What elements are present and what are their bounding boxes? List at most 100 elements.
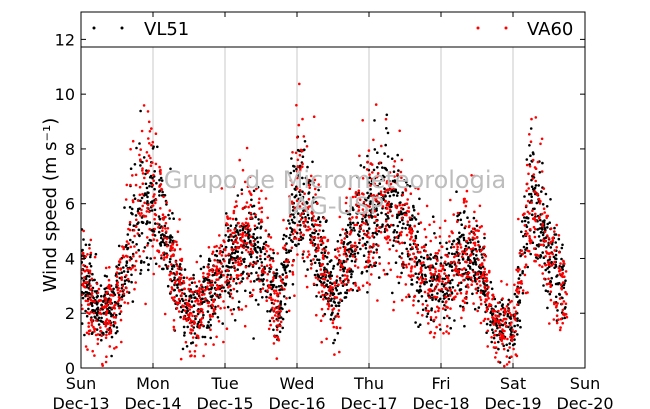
data-point: [128, 205, 132, 209]
data-point: [337, 250, 340, 253]
data-point: [413, 295, 416, 299]
data-point: [324, 275, 327, 279]
data-point: [540, 137, 544, 141]
data-point: [508, 342, 512, 345]
data-point: [370, 177, 374, 181]
data-point: [149, 174, 153, 178]
data-point: [553, 230, 556, 233]
data-point: [199, 267, 203, 271]
data-point: [158, 242, 162, 245]
data-point: [430, 283, 434, 286]
data-point: [260, 269, 264, 273]
data-point: [519, 325, 522, 329]
data-point: [382, 198, 385, 201]
data-point: [545, 245, 548, 249]
data-point: [184, 309, 187, 313]
data-point: [337, 283, 340, 287]
data-point: [209, 328, 212, 332]
data-point: [165, 201, 168, 204]
data-point: [266, 255, 270, 259]
data-point: [514, 330, 517, 333]
data-point: [134, 259, 138, 263]
data-point: [518, 268, 521, 271]
data-point: [249, 239, 252, 243]
data-point: [81, 228, 84, 231]
data-point: [237, 260, 240, 264]
data-point: [474, 260, 477, 264]
data-point: [225, 327, 229, 331]
data-point: [560, 274, 564, 278]
data-point: [370, 179, 374, 183]
data-point: [81, 293, 84, 297]
data-point: [473, 241, 477, 245]
data-point: [333, 284, 337, 287]
data-point: [433, 278, 436, 281]
data-point: [491, 297, 494, 301]
data-point: [425, 204, 429, 208]
data-point: [542, 256, 546, 260]
data-point: [93, 354, 96, 357]
data-point: [346, 223, 350, 227]
data-point: [244, 289, 247, 293]
data-point: [271, 316, 275, 320]
data-point: [180, 310, 184, 314]
data-point: [253, 224, 257, 228]
data-point: [121, 245, 124, 248]
data-point: [140, 232, 144, 235]
data-point: [169, 244, 173, 248]
data-point: [357, 189, 361, 192]
data-point: [441, 300, 445, 304]
data-point: [120, 271, 123, 275]
data-point: [256, 240, 260, 244]
data-point: [108, 345, 112, 348]
data-point: [317, 258, 321, 262]
data-point: [179, 357, 183, 361]
data-point: [470, 276, 473, 280]
data-point: [209, 315, 212, 318]
data-point: [487, 286, 490, 289]
data-point: [429, 239, 433, 243]
data-point: [535, 193, 539, 196]
data-point: [230, 234, 233, 238]
data-point: [377, 200, 380, 204]
data-point: [457, 273, 461, 276]
data-point: [88, 275, 91, 278]
data-point: [380, 144, 383, 148]
data-point: [86, 294, 90, 298]
data-point: [273, 292, 276, 295]
data-point: [329, 277, 332, 280]
data-point: [312, 258, 315, 261]
data-point: [474, 263, 478, 266]
data-point: [491, 331, 495, 334]
data-point: [176, 286, 179, 289]
data-point: [176, 267, 180, 270]
data-point: [199, 307, 203, 311]
data-point: [546, 222, 549, 226]
data-point: [407, 227, 411, 231]
data-point: [370, 273, 373, 276]
data-point: [555, 257, 558, 261]
data-point: [483, 317, 487, 321]
data-point: [544, 268, 547, 272]
data-point: [269, 247, 272, 251]
legend-label-va60: VA60: [527, 19, 573, 40]
data-point: [292, 237, 296, 240]
data-point: [246, 185, 250, 189]
data-point: [404, 283, 408, 286]
data-point: [443, 219, 447, 223]
data-point: [479, 298, 483, 302]
data-point: [510, 355, 513, 359]
data-point: [126, 267, 130, 271]
data-point: [387, 201, 391, 204]
data-point: [394, 188, 398, 191]
data-point: [132, 224, 136, 227]
data-point: [119, 318, 123, 322]
data-point: [269, 236, 273, 239]
data-point: [440, 256, 443, 259]
data-point: [303, 224, 306, 228]
data-point: [456, 211, 460, 215]
data-point: [101, 305, 104, 309]
data-point: [477, 306, 481, 309]
data-point: [258, 246, 262, 250]
data-point: [434, 267, 437, 271]
